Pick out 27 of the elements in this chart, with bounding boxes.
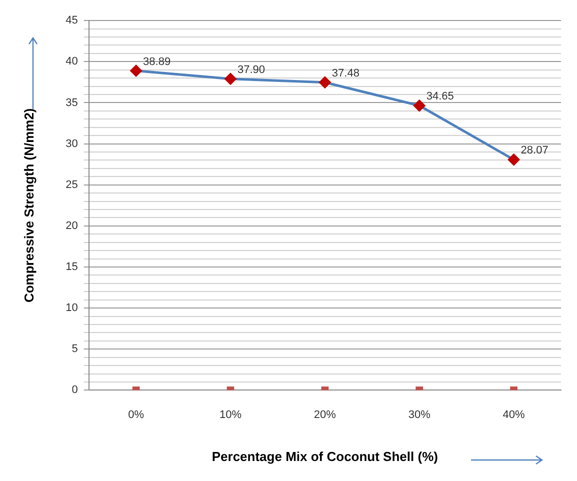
data-label: 37.48 [332, 67, 360, 80]
y-tick-label: 35 [66, 96, 78, 109]
point [130, 65, 142, 77]
y-tick-label: 5 [72, 343, 78, 356]
x-tick-label: 0% [128, 408, 144, 421]
x-axis-title: Percentage Mix of Coconut Shell (%) [212, 448, 438, 464]
y-tick-label: 0 [72, 384, 78, 396]
y-tick-label: 10 [66, 302, 78, 314]
x-tick-label: 20% [314, 408, 336, 421]
y-tick-label: 40 [66, 56, 78, 68]
y-tick-label: 20 [66, 220, 78, 232]
x-tick-label: 30% [408, 408, 431, 421]
data-label: 34.65 [426, 90, 454, 103]
y-axis-title: Compressive Strength (N/mm2) [21, 108, 36, 303]
data-label: 28.07 [520, 144, 548, 157]
x-tick-label: 40% [502, 408, 526, 421]
point [224, 73, 236, 85]
data-label: 38.89 [143, 56, 171, 68]
x-tick-label: 10% [219, 408, 242, 421]
y-tick-label: 45 [66, 14, 78, 27]
y-tick-label: 15 [66, 261, 78, 274]
y-tick-label: 25 [66, 178, 78, 191]
point [508, 154, 520, 166]
point [414, 100, 426, 112]
point [319, 76, 331, 88]
y-tick-label: 30 [66, 138, 78, 150]
data-label: 37.90 [237, 64, 266, 76]
